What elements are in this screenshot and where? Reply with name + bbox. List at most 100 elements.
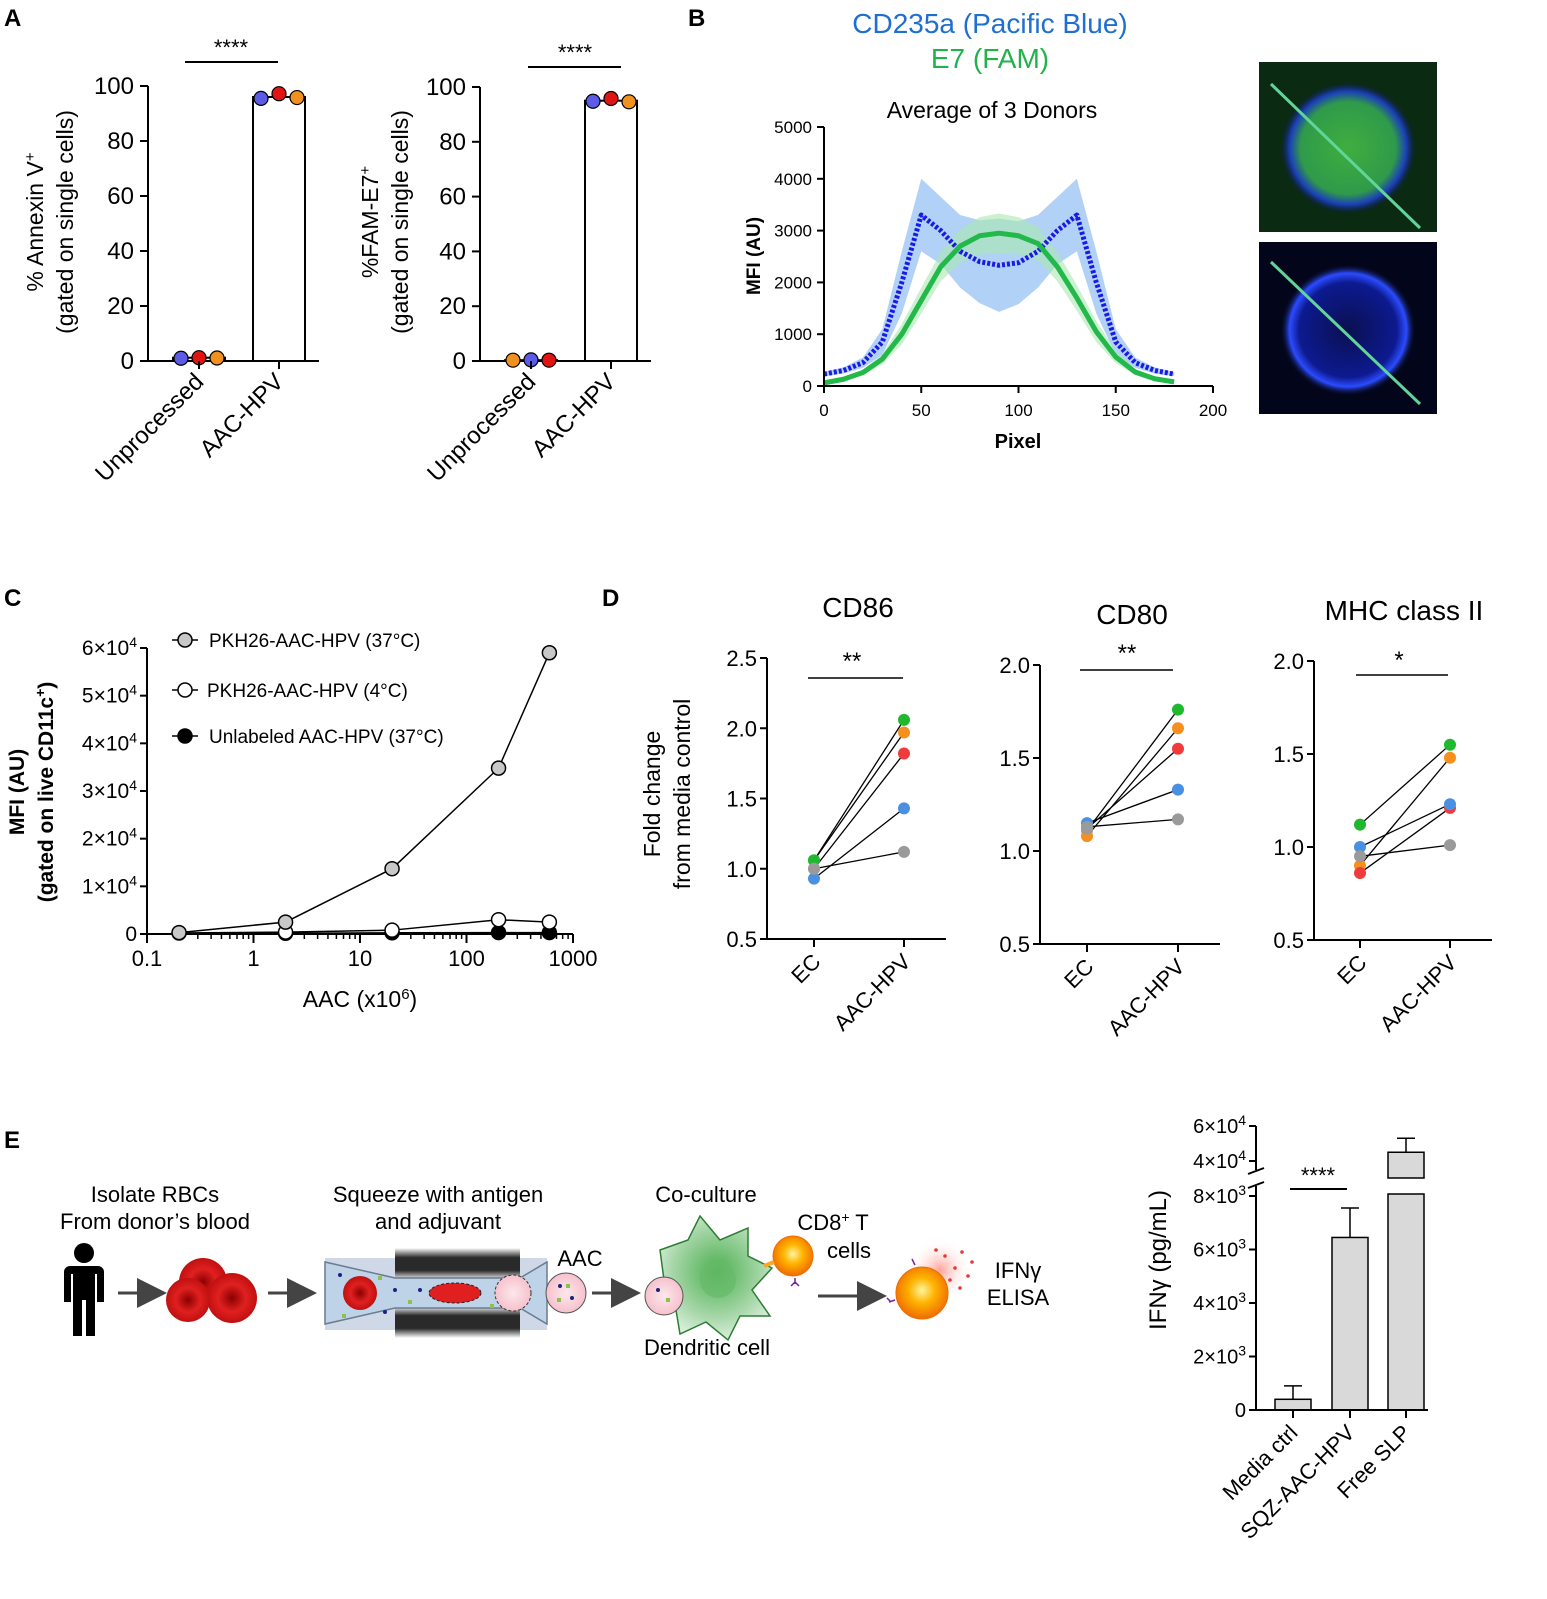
c-xlabel: AAC (x106) (303, 986, 417, 1013)
b-line-1 (823, 230, 1175, 386)
D3-point-ec (1354, 841, 1366, 853)
D2-point-aac (1172, 813, 1184, 826)
d3-yticks: 0.5 1.0 1.5 2.0 (1273, 649, 1315, 953)
b-error-bands (824, 178, 1175, 384)
step2-label-1: Squeeze with antigen (333, 1182, 543, 1207)
c-ylabel-2: (gated on live CD11c+) (32, 682, 58, 903)
b-xticks: 0 50 100 150 200 (819, 385, 1227, 420)
c-point-1 (384, 922, 400, 938)
chart-d3-mhc: MHC class II * 0.5 1.0 1.5 2.0 EC AAC-HPV (1273, 595, 1492, 1037)
b-xtick-label: 100 (1004, 401, 1032, 420)
A2-ytick-label: 100 (426, 74, 466, 101)
e-bar (1274, 1398, 1312, 1411)
D1-point-ec (808, 872, 820, 885)
chart-b-profile: CD235a (Pacific Blue) E7 (FAM) Average o… (744, 8, 1227, 453)
D2-ytick-label: 1.5 (999, 746, 1030, 771)
A1-point (271, 86, 287, 102)
D1-point-ec (808, 854, 820, 867)
chart-e-ifng: IFNγ (pg/mL) 0 2×103 4×103 6×103 8×103 4×104 6… (1145, 1112, 1428, 1544)
step2-label-2: and adjuvant (375, 1209, 501, 1234)
b-series-lines (823, 212, 1175, 386)
c-legend-label: Unlabeled AAC-HPV (37°C) (209, 727, 444, 748)
t-cell-icon (763, 1235, 814, 1287)
A2-point (585, 93, 601, 109)
D2-point-aac (1172, 783, 1184, 796)
squeeze-channel-icon (324, 1248, 548, 1338)
a2-bars (504, 99, 638, 363)
d2-sig: ** (1118, 640, 1137, 667)
D1-point-ec (808, 862, 820, 875)
D2-pair-line (1086, 818, 1179, 828)
c-legend-marker (177, 728, 193, 744)
step1-label-1: Isolate RBCs (91, 1182, 219, 1207)
c-ytick-label: 5×104 (82, 682, 137, 708)
e-bar-top (1387, 1151, 1425, 1179)
b-xtick-label: 200 (1199, 401, 1227, 420)
A2-ytick-label: 20 (439, 293, 466, 320)
D2-point-aac (1172, 742, 1184, 755)
D3-point-aac (1444, 798, 1456, 811)
c-xticks: 0.1 1 10 100 1000 (132, 933, 597, 971)
a1-ylabel: % Annexin V+ (22, 152, 49, 291)
c-legend-label: PKH26-AAC-HPV (4°C) (207, 681, 408, 702)
D1-point-aac (898, 713, 910, 726)
tcell-label-2: cells (827, 1238, 871, 1263)
aac-label: AAC (557, 1246, 602, 1271)
c-point-1 (490, 911, 507, 928)
a1-ylabel-2: (gated on single cells) (52, 110, 78, 334)
person-icon (64, 1243, 104, 1336)
A2-ytick-label: 0 (453, 348, 466, 375)
D1-pair-line (813, 732, 905, 861)
b-line-0 (823, 212, 1175, 377)
d3-points (1354, 738, 1456, 880)
coculture-label: Co-culture (655, 1182, 756, 1207)
a2-sig: **** (558, 40, 593, 65)
e-bars (1274, 1137, 1425, 1411)
A1-ytick-label: 100 (94, 73, 134, 100)
A1-ytick-label: 20 (107, 293, 134, 320)
A2-ytick-label: 40 (439, 238, 466, 265)
e-axis-break-1 (1247, 1167, 1265, 1175)
D1-pair-line (813, 753, 905, 870)
d1-title: CD86 (822, 592, 894, 623)
A2-ytick-label: 80 (439, 129, 466, 156)
D1-pair-line (813, 807, 905, 880)
A1-point (253, 90, 269, 106)
a1-points (173, 86, 305, 366)
A1-bar (252, 96, 306, 362)
D1-pair-line (813, 719, 905, 861)
c-xtick-label: 100 (448, 946, 485, 971)
e-sig: **** (1301, 1163, 1336, 1188)
A1-xtick-label: AAC-HPV (195, 368, 290, 463)
c-legend-marker (177, 682, 193, 698)
microscope-image-blue (1259, 242, 1437, 414)
panel-letter-a: A (4, 5, 21, 32)
c-point-0 (171, 924, 187, 941)
A1-ytick-label: 0 (121, 348, 134, 375)
A1-point (209, 350, 225, 366)
D1-point-aac (898, 802, 910, 815)
D1-point-aac (898, 747, 910, 760)
e-axis-break-2 (1247, 1181, 1265, 1189)
D2-ytick-label: 2.0 (999, 653, 1030, 678)
D2-pair-line (1086, 748, 1179, 830)
A1-ytick-label: 40 (107, 238, 134, 265)
panel-letter-b: B (688, 5, 705, 32)
b-ylabel: MFI (AU) (744, 217, 765, 295)
D3-ytick-label: 1.5 (1273, 742, 1304, 767)
c-ytick-label: 3×104 (82, 777, 137, 803)
b-ytick-label: 3000 (774, 222, 812, 241)
c-legend-marker (177, 632, 193, 648)
panel-letter-e: E (4, 1127, 20, 1154)
b-title-1: CD235a (Pacific Blue) (852, 8, 1127, 39)
c-point-0 (384, 860, 400, 877)
D3-point-ec (1354, 818, 1366, 831)
b-xtick-label: 0 (819, 401, 828, 420)
e-bar (1387, 1193, 1425, 1411)
A1-ytick-label: 80 (107, 128, 134, 155)
image-blue-cell (1280, 264, 1416, 396)
e-ytick-label: 0 (1235, 1400, 1246, 1422)
